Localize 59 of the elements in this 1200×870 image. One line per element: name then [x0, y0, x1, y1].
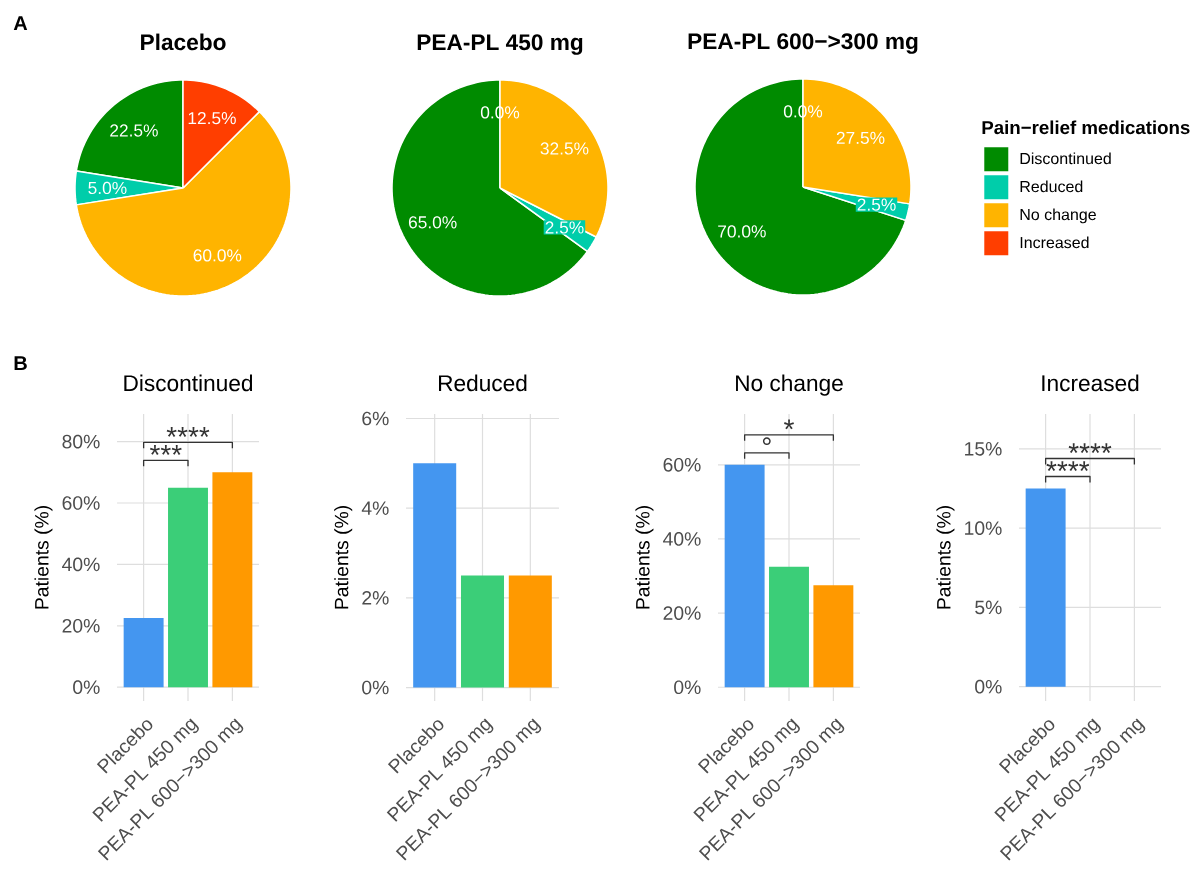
y-tick-label: 4% — [361, 501, 389, 515]
legend-label: Increased — [1020, 236, 1089, 249]
chart-title: Increased — [1042, 374, 1139, 392]
y-axis-title: Patients (%) — [334, 506, 353, 609]
text: 0.0% — [480, 106, 520, 119]
legend-label: No change — [1020, 208, 1096, 224]
data-label: 2.5% — [545, 221, 584, 234]
y-tick-label: 40% — [62, 557, 100, 572]
text: A — [13, 16, 28, 31]
y-tick-label: 60% — [62, 496, 100, 510]
annotation: ° — [762, 437, 771, 446]
legend-label: Reduced — [1020, 180, 1083, 193]
data-label: 27.5% — [836, 131, 885, 145]
y-tick-label: 60% — [663, 457, 701, 472]
bar — [168, 487, 208, 688]
y-tick-label: 40% — [663, 532, 701, 546]
bar — [724, 464, 765, 688]
bar — [212, 472, 253, 688]
annotation: **** — [1068, 443, 1112, 454]
annotation: **** — [1046, 461, 1090, 472]
data-label: 70.0% — [718, 225, 766, 238]
y-tick-label: 15% — [965, 442, 1002, 456]
bar — [123, 618, 164, 688]
chart-title: PEA-PL 600−>300 mg — [688, 33, 918, 54]
chart-title: Reduced — [439, 374, 527, 392]
y-tick-label: 20% — [62, 618, 100, 633]
text: B — [14, 356, 27, 371]
y-tick-label: 0% — [975, 679, 1002, 694]
bar — [813, 585, 854, 688]
bar — [769, 566, 809, 688]
legend-title: Pain−relief medications — [982, 120, 1190, 135]
y-tick-label: 6% — [362, 411, 389, 426]
y-tick-label: 10% — [965, 521, 1002, 535]
text: 0.0% — [783, 105, 823, 118]
chart-title: Discontinued — [124, 374, 253, 392]
y-tick-label: 0% — [73, 680, 100, 695]
data-label: 65.0% — [408, 216, 457, 229]
data-label: 12.5% — [188, 112, 236, 125]
y-tick-label: 20% — [663, 606, 701, 620]
legend-label: Discontinued — [1020, 152, 1111, 165]
annotation: * — [784, 419, 795, 430]
y-tick-label: 5% — [975, 600, 1002, 615]
data-label: 60.0% — [193, 249, 242, 262]
chart-title: PEA-PL 450 mg — [417, 34, 583, 55]
y-tick-label: 80% — [62, 434, 100, 449]
chart-title: No change — [736, 374, 843, 396]
data-label: 22.5% — [110, 124, 158, 137]
data-label: 5.0% — [88, 181, 127, 195]
y-axis-title: Patients (%) — [635, 506, 654, 609]
annotation: **** — [166, 427, 210, 437]
data-label: 32.5% — [540, 142, 589, 155]
chart-title: Placebo — [141, 33, 226, 51]
y-tick-label: 2% — [362, 591, 389, 605]
y-axis-title: Patients (%) — [936, 506, 955, 609]
y-tick-label: 0% — [362, 680, 389, 695]
y-axis-title: Patients (%) — [34, 506, 53, 609]
annotation: *** — [149, 445, 182, 455]
data-label: 2.5% — [857, 198, 896, 211]
y-tick-label: 0% — [674, 680, 701, 695]
